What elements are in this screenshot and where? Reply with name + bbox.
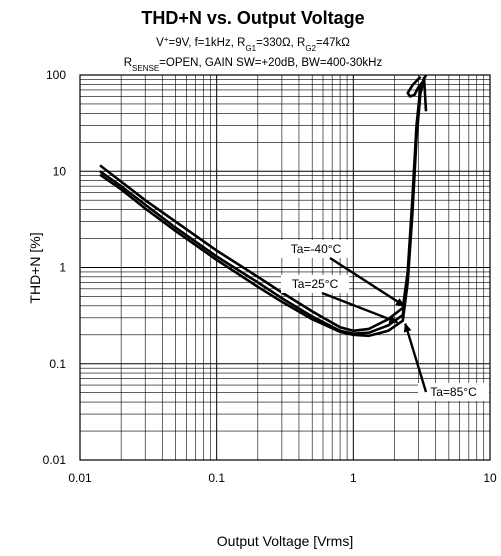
annotation-label: Ta=85°C (430, 385, 477, 399)
series-line-2 (99, 76, 426, 336)
annotation-arrow (403, 322, 428, 393)
y-tick-label: 100 (46, 68, 66, 82)
annotation-label: Ta=-40°C (291, 242, 342, 256)
x-axis-label: Output Voltage [Vrms] (217, 533, 353, 549)
annotation-arrow (321, 291, 399, 324)
x-tick-labels: 0.01 0.1 1 10 (68, 471, 497, 485)
y-tick-label: 10 (53, 164, 67, 178)
series-line-3 (99, 79, 426, 338)
annotations: Ta=-40°C Ta=25°C Ta=85°C (281, 240, 489, 401)
y-axis-label: THD+N [%] (27, 232, 43, 303)
x-tick-label: 10 (483, 471, 497, 485)
y-tick-label: 0.1 (49, 357, 66, 371)
annotation-box (281, 240, 351, 258)
y-tick-labels: 0.01 0.1 1 10 100 (43, 68, 67, 467)
x-tick-label: 1 (350, 471, 357, 485)
y-tick-label: 1 (59, 261, 66, 275)
annotation-box (418, 383, 489, 401)
chart-title: THD+N vs. Output Voltage (141, 8, 364, 28)
annotation-arrow (329, 256, 405, 307)
x-tick-label: 0.1 (208, 471, 225, 485)
x-tick-label: 0.01 (68, 471, 92, 485)
series-group (99, 74, 428, 338)
plot-frame (79, 74, 491, 461)
chart-subtitle-2: RSENSE=OPEN, GAIN SW=+20dB, BW=400-30kHz (124, 57, 383, 73)
overload-hook-group (406, 75, 428, 112)
chart-subtitle-1: V+=9V, f=1kHz, RG1=330Ω, RG2=47kΩ (156, 35, 350, 53)
annotation-box (281, 275, 349, 293)
y-tick-label: 0.01 (43, 453, 67, 467)
annotation-label: Ta=25°C (292, 277, 339, 291)
grid (80, 75, 490, 460)
overload-hook (406, 75, 428, 112)
